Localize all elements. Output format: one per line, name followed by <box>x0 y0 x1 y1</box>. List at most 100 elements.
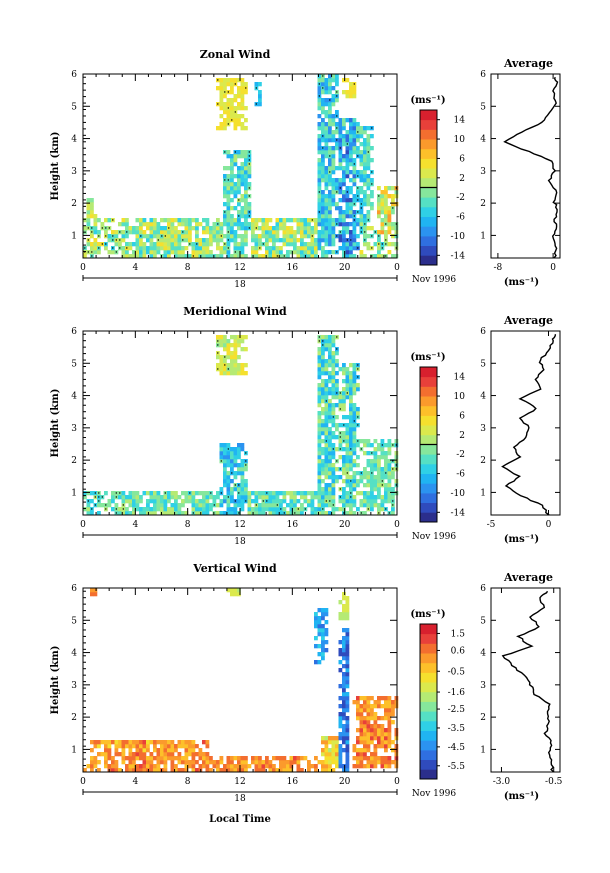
contour-dot <box>238 484 240 486</box>
heatmap-cell <box>335 744 339 749</box>
contour-dot <box>294 512 296 514</box>
contour-dot <box>339 436 341 438</box>
heatmap-cell <box>324 170 329 175</box>
heatmap-cell <box>342 138 346 143</box>
heatmap-cell <box>328 740 332 745</box>
heatmap-cell <box>349 391 353 396</box>
heatmap-cell <box>100 222 105 227</box>
heatmap-cell <box>328 162 332 167</box>
heatmap-cell <box>156 250 161 255</box>
heatmap-cell <box>247 764 252 769</box>
heatmap-cell <box>366 178 371 183</box>
contour-dot <box>381 480 383 482</box>
heatmap-cell <box>373 752 378 757</box>
heatmap-cell <box>342 142 346 147</box>
heatmap-cell <box>317 234 322 239</box>
heatmap-cell <box>359 760 364 765</box>
heatmap-cell <box>349 371 353 376</box>
heatmap-cell <box>184 752 189 757</box>
heatmap-cell <box>328 158 332 163</box>
heatmap-cell <box>177 752 182 757</box>
heatmap-cell <box>321 423 325 428</box>
heatmap-cell <box>384 483 388 488</box>
heatmap-cell <box>202 764 206 769</box>
heatmap-cell <box>272 254 276 259</box>
heatmap-cell <box>191 760 196 765</box>
heatmap-cell <box>352 503 357 508</box>
heatmap-cell <box>184 756 189 761</box>
colorbar-tick-label: -10 <box>451 489 466 499</box>
heatmap-cell <box>153 222 157 227</box>
contour-dot <box>357 416 359 418</box>
heatmap-cell <box>100 752 105 757</box>
heatmap-cell <box>244 768 248 773</box>
colorbar-swatch <box>420 653 437 664</box>
heatmap-cell <box>149 234 154 239</box>
heatmap-cell <box>314 624 318 629</box>
heatmap-cell <box>83 507 87 512</box>
heatmap-cell <box>226 363 231 368</box>
heatmap-cell <box>331 162 336 167</box>
heatmap-cell <box>377 487 381 492</box>
heatmap-cell <box>156 764 161 769</box>
contour-dot <box>112 247 114 249</box>
heatmap-cell <box>93 760 98 765</box>
heatmap-cell <box>244 202 248 207</box>
heatmap-cell <box>247 511 252 516</box>
heatmap-cell <box>359 134 364 139</box>
heatmap-cell <box>198 507 203 512</box>
heatmap-cell <box>237 592 241 597</box>
heatmap-cell <box>230 166 234 171</box>
heatmap-cell <box>128 764 133 769</box>
heatmap-cell <box>363 130 367 135</box>
heatmap-cell <box>240 443 245 448</box>
heatmap-cell <box>244 467 248 472</box>
heatmap-cell <box>202 760 206 765</box>
heatmap-cell <box>352 363 357 368</box>
heatmap-cell <box>377 700 381 705</box>
heatmap-cell <box>188 760 192 765</box>
heatmap-cell <box>331 499 336 504</box>
contour-dot <box>122 508 125 510</box>
heatmap-cell <box>219 226 224 231</box>
contour-dot <box>339 448 341 450</box>
heatmap-cell <box>261 760 266 765</box>
heatmap-cell <box>342 728 346 733</box>
heatmap-cell <box>205 756 210 761</box>
heatmap-cell <box>146 764 150 769</box>
heatmap-cell <box>153 242 157 247</box>
contour-dot <box>255 103 257 105</box>
heatmap-cell <box>307 254 311 259</box>
heatmap-cell <box>384 491 388 496</box>
heatmap-cell <box>345 138 350 143</box>
contour-dot <box>367 151 369 153</box>
heatmap-cell <box>345 640 350 645</box>
contour-dot <box>371 183 373 185</box>
panel-title: Vertical Wind <box>192 562 277 575</box>
heatmap-cell <box>352 475 357 480</box>
heatmap-cell <box>317 471 322 476</box>
heatmap-cell <box>342 242 346 247</box>
heatmap-cell <box>121 511 126 516</box>
heatmap-cell <box>321 656 325 661</box>
avg-x-label: (ms⁻¹) <box>504 277 539 288</box>
heatmap-cell <box>237 90 241 95</box>
heatmap-cell <box>328 756 332 761</box>
heatmap-cell <box>167 246 171 251</box>
heatmap-cell <box>349 82 353 87</box>
heatmap-cell <box>317 166 322 171</box>
heatmap-cell <box>254 242 259 247</box>
heatmap-cell <box>293 503 297 508</box>
heatmap-cell <box>233 459 238 464</box>
heatmap-cell <box>338 748 343 753</box>
heatmap-cell <box>307 250 311 255</box>
heatmap-cell <box>303 495 308 500</box>
x-tick-label: 12 <box>234 263 245 273</box>
heatmap-cell <box>352 150 357 155</box>
heatmap-cell <box>342 431 346 436</box>
heatmap-cell <box>97 503 101 508</box>
heatmap-cell <box>345 483 350 488</box>
heatmap-cell <box>321 126 325 131</box>
heatmap-cell <box>349 451 353 456</box>
heatmap-cell <box>240 367 245 372</box>
